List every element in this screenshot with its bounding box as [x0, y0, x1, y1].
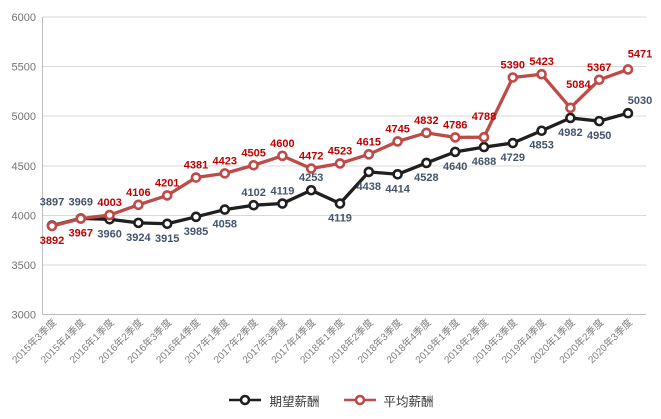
- data-label: 3915: [155, 233, 179, 245]
- data-point: [161, 190, 173, 201]
- data-point: [536, 68, 547, 80]
- y-axis-tick-label: 4000: [12, 210, 36, 222]
- data-point: [46, 220, 58, 232]
- data-label: 4528: [414, 172, 438, 184]
- data-point: [565, 102, 576, 114]
- data-label: 4640: [443, 161, 467, 173]
- data-point: [334, 198, 346, 209]
- data-point: [219, 168, 231, 179]
- data-label: 5084: [566, 79, 591, 91]
- legend-label-average-salary: 平均薪酬: [383, 394, 434, 409]
- data-point: [421, 157, 432, 169]
- data-label: 4788: [472, 111, 496, 123]
- data-label: 4615: [357, 136, 381, 148]
- data-label: 3960: [97, 228, 121, 240]
- legend-item-expected-salary: 期望薪酬: [227, 391, 320, 410]
- data-label: 4745: [385, 123, 409, 135]
- plot-area: 30003500400045005000550060002015年3季度2015…: [9, 12, 652, 366]
- data-label: 3897: [40, 197, 64, 209]
- data-label: 4102: [241, 187, 265, 199]
- data-point: [305, 184, 317, 196]
- data-label: 3967: [69, 228, 93, 240]
- data-label: 4853: [529, 140, 553, 152]
- y-axis-tick-label: 5500: [12, 62, 36, 74]
- data-label: 4786: [443, 119, 467, 131]
- data-label: 4381: [184, 160, 208, 172]
- data-label: 5471: [628, 48, 652, 60]
- data-point: [75, 213, 87, 224]
- data-point: [622, 107, 634, 119]
- data-point: [219, 204, 231, 215]
- data-label: 5367: [587, 62, 611, 74]
- data-point: [190, 211, 202, 223]
- data-label: 4523: [328, 145, 352, 157]
- data-label: 5423: [529, 56, 553, 68]
- data-point: [593, 74, 605, 86]
- data-point: [248, 199, 259, 211]
- data-point: [622, 64, 634, 75]
- chart-legend: 期望薪酬 平均薪酬: [0, 388, 661, 412]
- data-point: [305, 163, 317, 174]
- y-axis-tick-label: 6000: [12, 12, 36, 24]
- data-point: [190, 172, 202, 183]
- data-label: 4201: [155, 177, 179, 189]
- data-point: [161, 218, 173, 230]
- data-label: 4982: [558, 127, 582, 139]
- data-label: 4119: [328, 213, 352, 225]
- data-label: 4253: [299, 172, 323, 184]
- data-label: 4505: [241, 147, 265, 159]
- data-point: [593, 115, 605, 127]
- data-label: 4003: [97, 197, 121, 209]
- data-point: [507, 137, 519, 149]
- data-point: [449, 132, 461, 143]
- data-label: 4058: [213, 219, 237, 231]
- data-label: 4414: [385, 183, 410, 195]
- data-label: 3924: [126, 232, 151, 244]
- data-point: [478, 131, 490, 143]
- data-point: [248, 159, 259, 171]
- data-label: 3985: [184, 226, 208, 238]
- data-point: [277, 198, 288, 209]
- data-point: [133, 199, 144, 211]
- data-point: [277, 150, 288, 162]
- y-axis-tick-label: 3500: [12, 260, 36, 272]
- legend-line-marker-icon: [343, 394, 376, 406]
- data-point: [478, 141, 490, 153]
- data-label: 4438: [357, 181, 381, 193]
- data-label: 4832: [414, 115, 438, 127]
- data-label: 3969: [69, 196, 93, 208]
- data-label: 4600: [270, 138, 294, 150]
- data-label: 4106: [126, 187, 150, 199]
- data-label: 3892: [40, 235, 64, 247]
- data-point: [133, 217, 144, 229]
- legend-label-expected-salary: 期望薪酬: [269, 394, 320, 409]
- data-point: [334, 158, 346, 169]
- data-point: [565, 112, 576, 124]
- data-label: 4950: [587, 130, 611, 142]
- data-point: [449, 146, 461, 158]
- data-point: [104, 209, 115, 221]
- y-axis-tick-label: 5000: [12, 111, 36, 123]
- data-label: 4423: [213, 155, 237, 167]
- legend-line-marker-icon: [229, 394, 262, 406]
- data-point: [536, 125, 547, 137]
- data-point: [507, 72, 519, 83]
- data-label: 4729: [501, 152, 525, 164]
- data-label: 4119: [270, 186, 294, 198]
- data-label: 4472: [299, 151, 323, 163]
- data-label: 4688: [472, 156, 496, 168]
- data-point: [392, 168, 403, 180]
- data-point: [392, 136, 403, 147]
- legend-item-average-salary: 平均薪酬: [342, 391, 434, 410]
- data-point: [363, 149, 375, 160]
- data-label: 5030: [628, 95, 652, 107]
- data-point: [363, 166, 375, 178]
- data-label: 5390: [501, 59, 525, 71]
- y-axis-tick-label: 3000: [12, 310, 36, 322]
- data-point: [421, 127, 432, 139]
- y-axis-tick-label: 4500: [12, 161, 36, 173]
